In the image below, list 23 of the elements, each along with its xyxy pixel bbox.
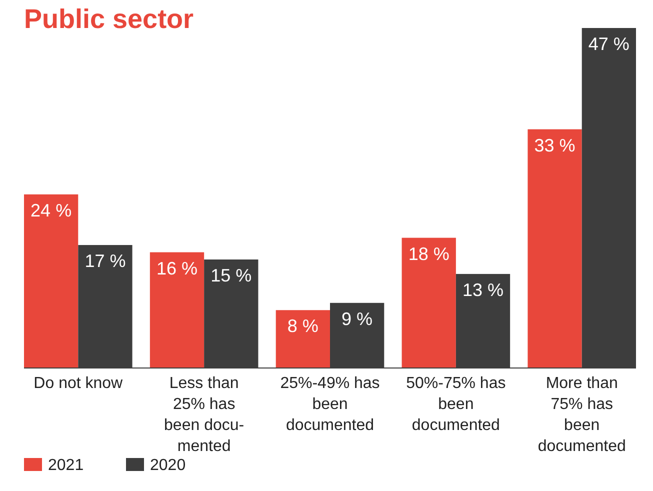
x-tick-label: Less than 25% has been docu- mented: [164, 375, 244, 455]
data-label: 9 %: [342, 308, 373, 329]
chart-title: Public sector: [24, 4, 194, 34]
bar: [150, 252, 204, 368]
data-label: 24 %: [30, 200, 72, 220]
bar: [528, 129, 582, 368]
x-tick-label: Do not know: [34, 375, 124, 392]
bar: [276, 310, 330, 368]
bar: [402, 238, 456, 368]
x-tick-label: 50%-75% has been documented: [406, 375, 506, 434]
bar: [24, 194, 78, 368]
data-label: 16 %: [156, 258, 198, 278]
data-label: 33 %: [534, 135, 576, 156]
data-label: 18 %: [408, 244, 450, 264]
data-label: 47 %: [588, 34, 630, 54]
x-tick-label: More than 75% has been documented: [538, 375, 626, 455]
legend-label: 2021: [48, 457, 84, 474]
data-label: 15 %: [210, 265, 252, 286]
data-label: 8 %: [287, 316, 318, 336]
data-label: 17 %: [84, 251, 126, 272]
x-tick-label: 25%-49% has been documented: [280, 375, 380, 434]
data-label: 13 %: [462, 280, 504, 300]
legend-label: 2020: [150, 457, 186, 474]
